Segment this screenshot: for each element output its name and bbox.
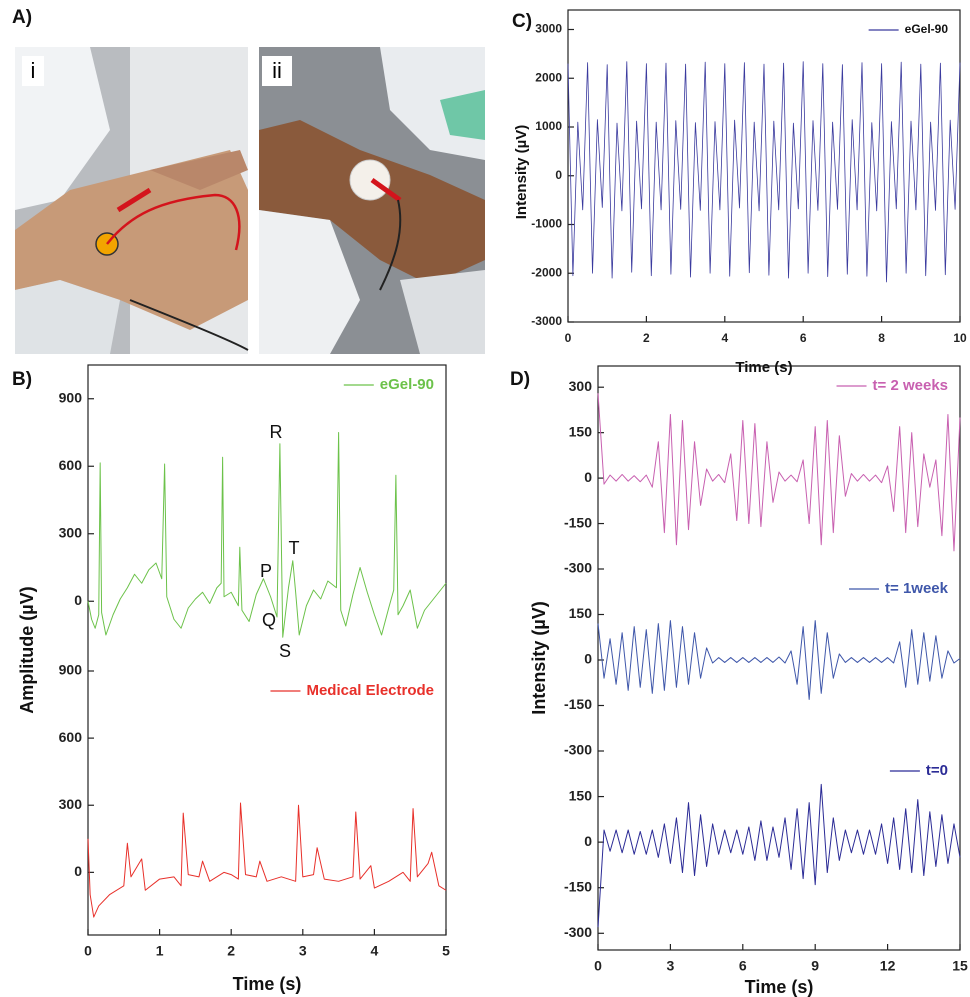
- x-tick-label: 6: [739, 958, 747, 974]
- panel-label: D): [510, 369, 530, 390]
- x-tick-label: 3: [667, 958, 675, 974]
- x-axis-label: Time (s): [233, 974, 302, 994]
- x-tick-label: 0: [84, 943, 92, 959]
- x-tick-label: 4: [371, 943, 379, 959]
- y-tick-label: 900: [59, 662, 83, 678]
- legend-label: t=0: [926, 762, 948, 779]
- legend-label: t= 2 weeks: [873, 377, 948, 394]
- series-line: [568, 62, 960, 282]
- y-tick-label: 150: [569, 423, 593, 439]
- page: {"figure": {"panel_labels": ["A)", "B)",…: [0, 0, 970, 997]
- y-tick-label: 300: [59, 796, 83, 812]
- y-axis-label: Amplitude (µV): [17, 586, 37, 713]
- y-axis-label: Intensity (µV): [513, 125, 530, 219]
- annotation: T: [289, 538, 300, 558]
- y-tick-label: 0: [584, 469, 592, 485]
- x-tick-label: 10: [953, 331, 967, 345]
- y-tick-label: -150: [564, 696, 592, 712]
- y-tick-label: 150: [569, 605, 593, 621]
- y-tick-label: 150: [569, 787, 593, 803]
- y-tick-label: 0: [74, 863, 82, 879]
- y-tick-label: -3000: [531, 314, 562, 328]
- plot-frame: [568, 10, 960, 322]
- legend-label: t= 1week: [885, 580, 949, 597]
- plot-frame: [88, 365, 446, 935]
- y-tick-label: 600: [59, 729, 83, 745]
- panel-label: A): [12, 7, 32, 28]
- photo-i: [15, 47, 248, 354]
- y-tick-label: -300: [564, 742, 592, 758]
- y-tick-label: -2000: [531, 265, 562, 279]
- x-tick-label: 1: [156, 943, 164, 959]
- y-tick-label: -150: [564, 514, 592, 530]
- series-line: [598, 621, 960, 700]
- y-axis-label: Intensity (µV): [529, 601, 549, 714]
- x-tick-label: 8: [878, 331, 885, 345]
- y-tick-label: 0: [74, 592, 82, 608]
- photo-label: ii: [272, 58, 282, 83]
- y-tick-label: 600: [59, 457, 83, 473]
- y-tick-label: 300: [59, 524, 83, 540]
- x-axis-label: Time (s): [735, 359, 792, 376]
- series-line: [598, 393, 960, 551]
- x-tick-label: 12: [880, 958, 896, 974]
- legend-label: eGel-90: [905, 22, 949, 36]
- annotation: R: [270, 422, 283, 442]
- panel-label: C): [512, 11, 532, 32]
- x-tick-label: 15: [952, 958, 968, 974]
- figure: A) B) C) D) i ii Amplitude (µV) Time (s)…: [0, 0, 970, 997]
- y-tick-label: -1000: [531, 217, 562, 231]
- x-tick-label: 0: [594, 958, 602, 974]
- legend-label: eGel-90: [380, 376, 434, 393]
- y-tick-label: 1000: [535, 119, 562, 133]
- x-tick-label: 0: [565, 331, 572, 345]
- photo-label: i: [31, 58, 36, 83]
- y-tick-label: -300: [564, 560, 592, 576]
- x-axis-label: Time (s): [745, 977, 814, 997]
- y-tick-label: -150: [564, 878, 592, 894]
- y-tick-label: 900: [59, 389, 83, 405]
- x-tick-label: 3: [299, 943, 307, 959]
- annotation: Q: [262, 610, 276, 630]
- x-tick-label: 2: [643, 331, 650, 345]
- photo-ii: [259, 47, 485, 354]
- x-tick-label: 9: [811, 958, 819, 974]
- plot-frame: [598, 366, 960, 950]
- annotation: S: [279, 641, 291, 661]
- y-tick-label: 0: [584, 833, 592, 849]
- panel-label: B): [12, 369, 32, 390]
- y-tick-label: 2000: [535, 70, 562, 84]
- x-tick-label: 4: [721, 331, 728, 345]
- y-tick-label: 300: [569, 378, 593, 394]
- series-line: [88, 433, 446, 638]
- y-tick-label: 0: [584, 651, 592, 667]
- y-tick-label: -300: [564, 924, 592, 940]
- y-tick-label: 3000: [535, 22, 562, 36]
- legend-label: Medical Electrode: [306, 682, 434, 699]
- annotation: P: [260, 561, 272, 581]
- series-line: [88, 803, 446, 917]
- x-tick-label: 2: [227, 943, 235, 959]
- x-tick-label: 5: [442, 943, 450, 959]
- y-tick-label: 0: [555, 168, 562, 182]
- series-line: [598, 784, 960, 927]
- x-tick-label: 6: [800, 331, 807, 345]
